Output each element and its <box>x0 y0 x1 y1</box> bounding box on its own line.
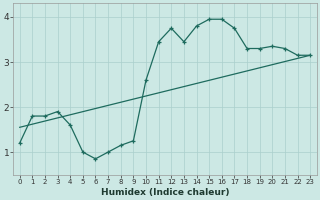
X-axis label: Humidex (Indice chaleur): Humidex (Indice chaleur) <box>101 188 229 197</box>
